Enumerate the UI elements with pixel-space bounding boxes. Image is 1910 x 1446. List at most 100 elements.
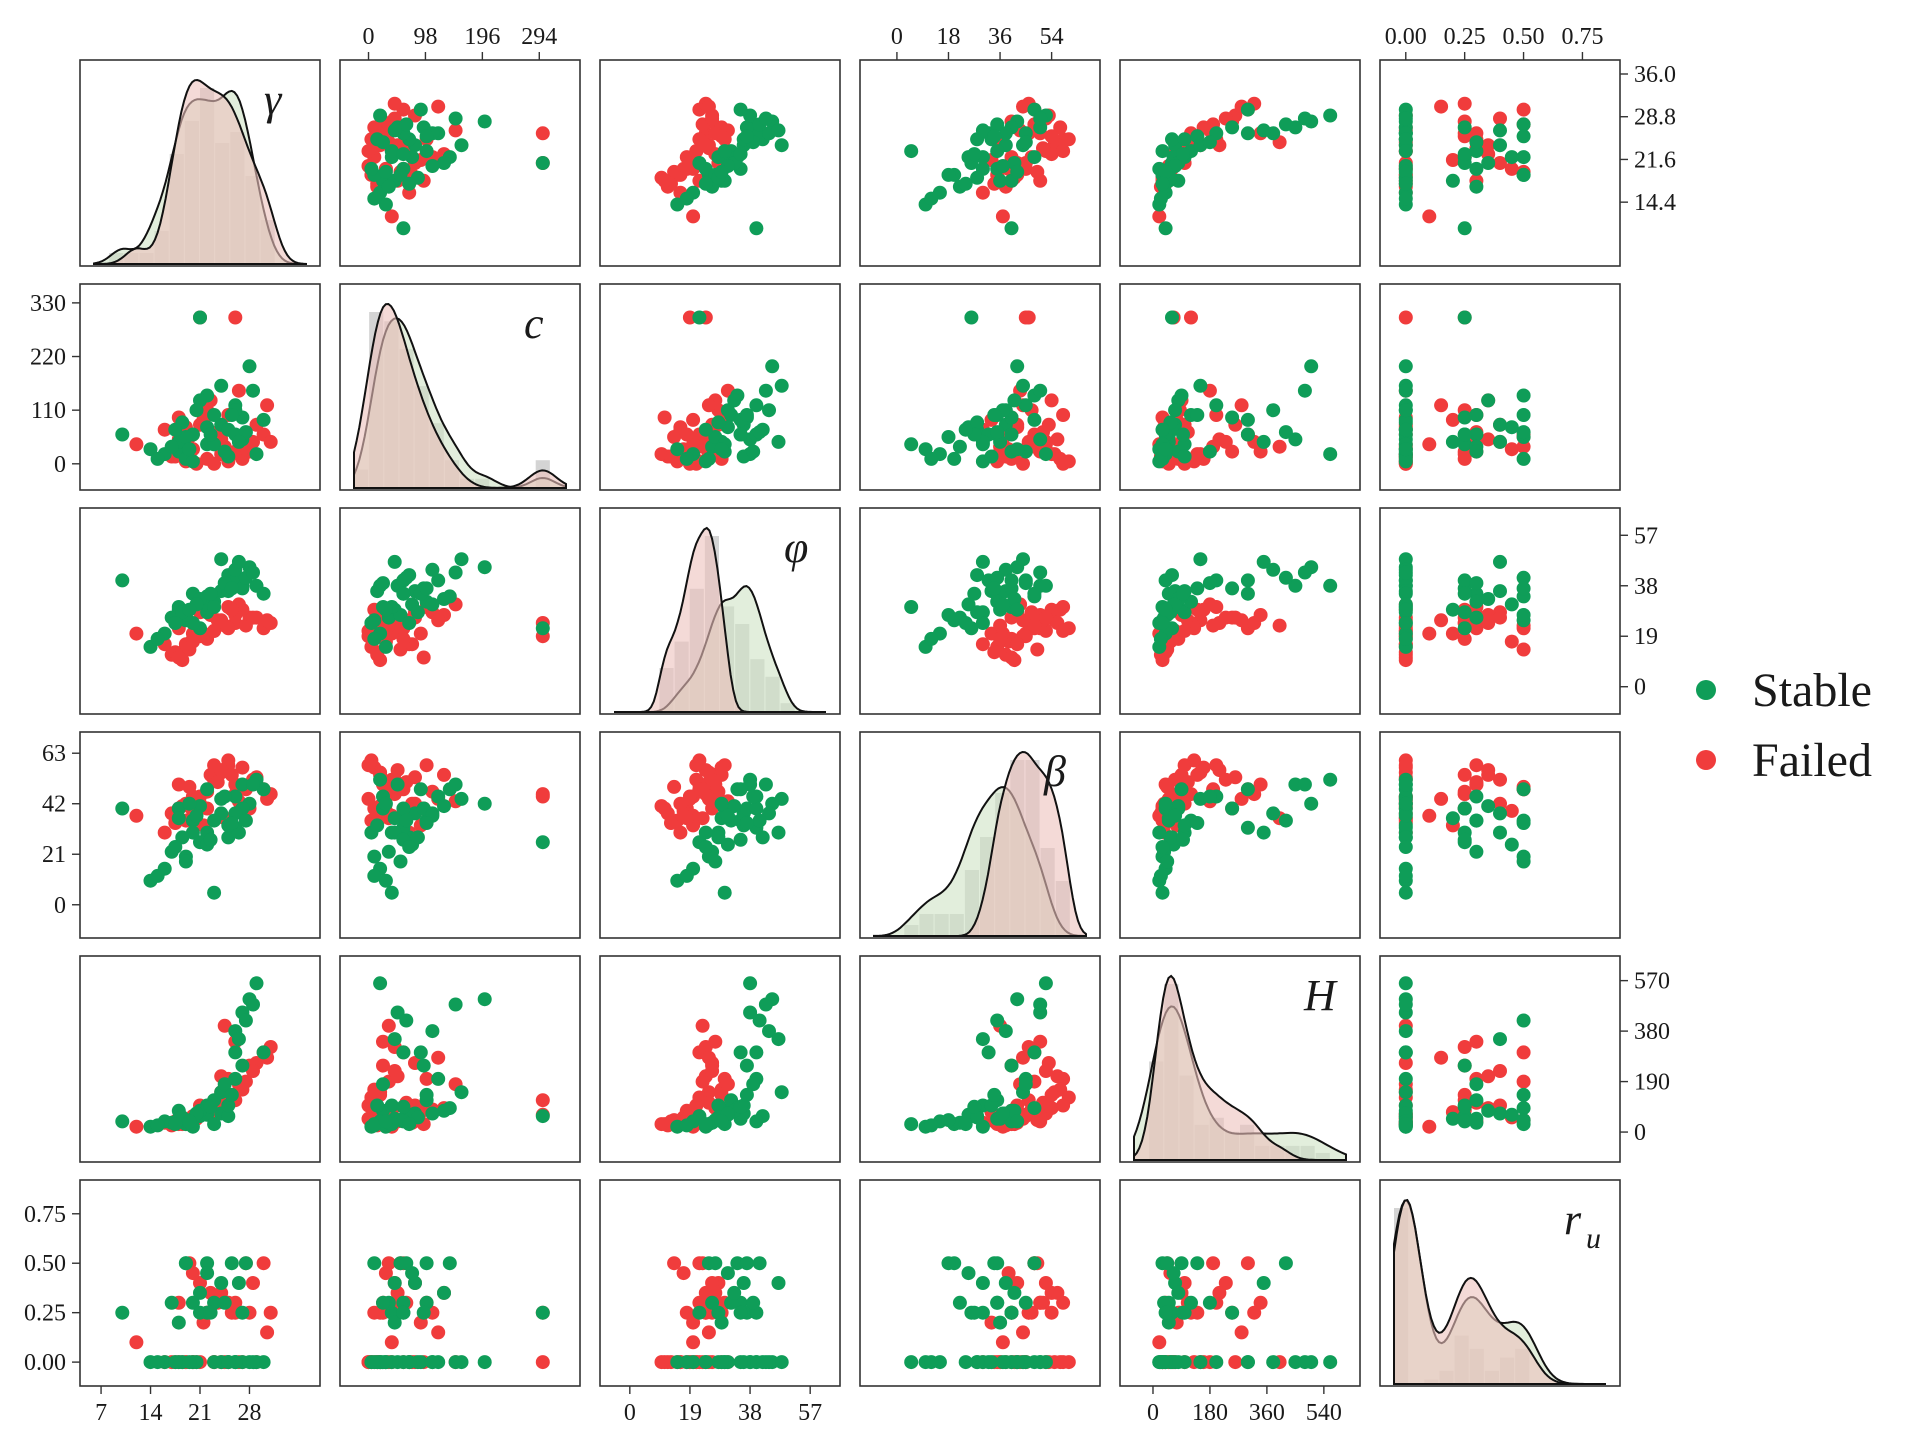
point-stable	[221, 830, 236, 845]
point-failed	[1457, 1040, 1472, 1054]
point-stable	[1158, 1305, 1173, 1320]
point-stable	[1469, 576, 1484, 591]
point-failed	[1010, 637, 1025, 652]
point-stable	[214, 1276, 229, 1290]
point-failed	[1434, 1050, 1449, 1065]
point-stable	[1155, 885, 1170, 900]
point-stable	[771, 123, 786, 138]
point-stable	[970, 170, 985, 185]
point-failed	[361, 791, 376, 806]
point-stable	[221, 1098, 236, 1113]
point-failed	[376, 1034, 390, 1049]
point-stable	[1493, 1106, 1507, 1121]
diag-label-gamma: γ	[264, 75, 283, 124]
point-stable	[249, 447, 264, 462]
point-stable	[1516, 816, 1531, 830]
point-stable	[1225, 120, 1240, 135]
point-stable	[238, 1256, 253, 1271]
point-stable	[1398, 191, 1413, 206]
kde-failed-gamma	[94, 78, 307, 265]
point-failed	[1155, 650, 1170, 665]
point-stable	[1304, 359, 1319, 374]
point-stable	[182, 1355, 197, 1370]
point-stable	[376, 135, 390, 150]
point-failed	[1218, 1276, 1233, 1290]
point-stable	[399, 570, 414, 585]
point-failed	[1504, 442, 1519, 457]
point-stable	[1398, 1117, 1413, 1132]
point-stable	[203, 427, 218, 442]
point-stable	[698, 1355, 713, 1370]
point-failed	[1190, 767, 1205, 782]
point-failed	[246, 1064, 260, 1078]
point-stable	[998, 126, 1013, 141]
point-stable	[990, 570, 1005, 585]
point-stable	[370, 818, 385, 833]
point-failed	[1018, 310, 1033, 325]
point-failed	[416, 650, 431, 665]
point-stable	[746, 444, 761, 459]
point-failed	[1457, 767, 1472, 782]
point-failed	[1056, 456, 1071, 471]
point-stable	[235, 1058, 250, 1073]
point-stable	[1209, 398, 1224, 413]
point-failed	[1247, 1305, 1262, 1320]
point-failed	[387, 1064, 402, 1078]
point-failed	[679, 161, 694, 176]
point-stable	[1445, 811, 1460, 826]
point-stable	[1256, 1276, 1271, 1290]
point-stable	[182, 602, 197, 617]
point-failed	[701, 1325, 716, 1340]
point-stable	[1278, 425, 1293, 440]
panel-frame	[339, 955, 581, 1163]
point-stable	[1038, 976, 1053, 991]
point-stable	[168, 616, 183, 630]
point-stable	[692, 310, 707, 325]
point-stable	[175, 830, 190, 845]
point-failed	[1457, 96, 1472, 111]
tick-label-top-beta: 18	[936, 24, 960, 50]
point-stable	[1398, 565, 1413, 580]
point-stable	[1027, 586, 1042, 601]
point-stable	[217, 444, 232, 459]
point-stable	[224, 1256, 239, 1271]
point-stable	[924, 1118, 939, 1133]
point-stable	[774, 138, 789, 153]
tick-label-left-c: 110	[31, 398, 66, 424]
point-failed	[1030, 164, 1045, 179]
point-failed	[1516, 642, 1531, 657]
point-stable	[1288, 578, 1303, 593]
point-failed	[535, 789, 550, 804]
point-stable	[739, 129, 754, 144]
point-stable	[1240, 1355, 1255, 1370]
point-stable	[733, 102, 748, 117]
point-stable	[743, 1005, 758, 1020]
point-stable	[1504, 1107, 1519, 1122]
point-stable	[477, 992, 492, 1007]
point-stable	[1469, 1077, 1484, 1092]
point-stable	[1033, 1355, 1048, 1370]
point-failed	[1050, 1069, 1065, 1084]
point-stable	[1010, 164, 1025, 179]
panel-beta-vs-phi	[599, 731, 841, 939]
point-failed	[1206, 1256, 1221, 1271]
point-stable	[1158, 796, 1173, 811]
point-stable	[752, 1256, 767, 1271]
point-failed	[361, 758, 376, 773]
panel-H-vs-phi	[599, 955, 841, 1163]
point-stable	[904, 1117, 919, 1132]
point-stable	[736, 1276, 751, 1290]
point-stable	[746, 1295, 761, 1310]
point-stable	[995, 1106, 1010, 1121]
point-stable	[995, 1355, 1010, 1370]
panel-phi-vs-ru	[1379, 507, 1621, 715]
point-stable	[970, 1110, 985, 1125]
tick-label-top-c: 196	[464, 24, 500, 50]
panel-phi-vs-phi: φ	[599, 507, 841, 715]
point-failed	[1038, 1276, 1053, 1290]
point-stable	[402, 176, 417, 191]
point-failed	[657, 1355, 672, 1370]
point-failed	[1434, 613, 1449, 628]
point-stable	[378, 796, 393, 811]
point-stable	[771, 434, 786, 449]
